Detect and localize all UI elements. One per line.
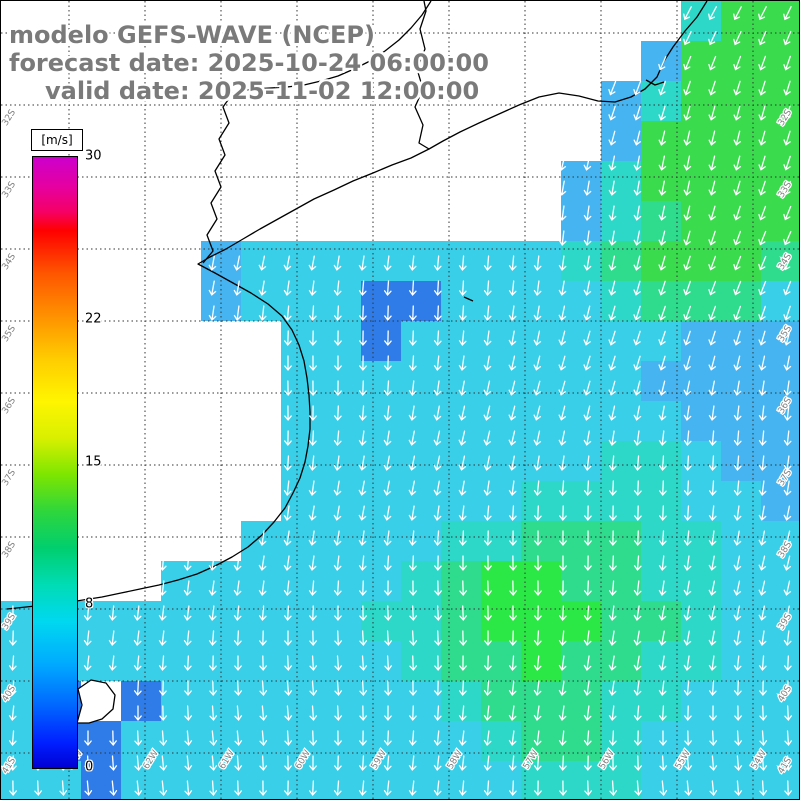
lat-label: 36S	[1, 396, 18, 416]
colorbar-tick-label: 8	[85, 596, 94, 612]
valid-date-line: valid date: 2025-11-02 12:00:00	[45, 77, 480, 105]
lat-label: 35S	[1, 324, 18, 344]
colorbar: [m/s] 30 22 15 8 0	[31, 129, 171, 789]
coastline-path	[202, 1, 432, 264]
colorbar-tick-label: 30	[85, 148, 102, 164]
colorbar-tick-label: 0	[85, 759, 94, 775]
colorbar-tick-label: 22	[85, 311, 102, 327]
lat-label: 33S	[1, 180, 18, 200]
lat-label: 32S	[1, 108, 18, 128]
forecast-date-line: forecast date: 2025-10-24 06:00:00	[9, 49, 489, 77]
colorbar-tick-label: 15	[85, 454, 102, 469]
lat-label: 37S	[1, 468, 18, 488]
lat-label: 38S	[1, 540, 18, 560]
colorbar-gradient	[32, 156, 78, 769]
colorbar-unit-label: [m/s]	[31, 129, 83, 151]
coastline-path	[463, 79, 665, 302]
coastline-path	[76, 679, 116, 724]
coastline	[6, 1, 708, 724]
coastline-path	[6, 148, 430, 610]
lat-label: 34S	[1, 252, 18, 272]
title-block: modelo GEFS-WAVE (NCEP) forecast date: 2…	[9, 21, 489, 105]
model-title: modelo GEFS-WAVE (NCEP)	[9, 21, 375, 49]
